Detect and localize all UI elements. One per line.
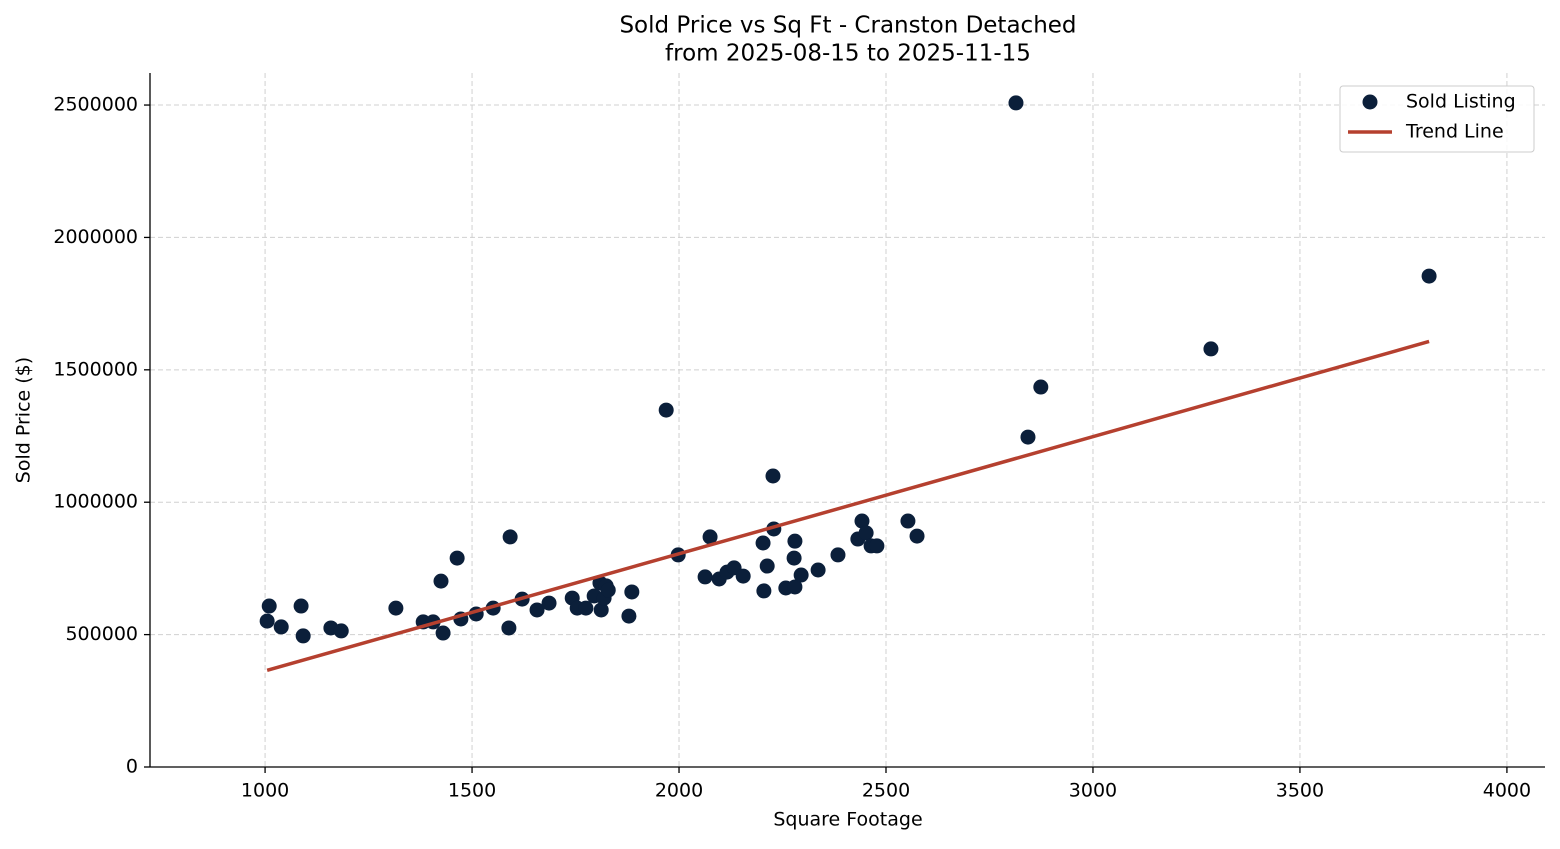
legend: Sold Listing Trend Line: [1339, 85, 1535, 153]
data-point: [578, 600, 594, 616]
data-point: [261, 598, 277, 614]
x-tick-label: 2000: [655, 780, 703, 802]
y-tick-label: 1000000: [53, 491, 138, 513]
data-point: [909, 528, 925, 544]
data-point: [854, 513, 870, 529]
data-point: [502, 529, 518, 545]
data-point: [1008, 95, 1024, 111]
legend-label: Trend Line: [1405, 121, 1504, 143]
data-point: [529, 602, 545, 618]
data-point: [1203, 341, 1219, 357]
chart-subtitle: from 2025-08-15 to 2025-11-15: [665, 41, 1031, 67]
data-point: [541, 595, 557, 611]
y-tick-label: 1500000: [53, 358, 138, 380]
data-point: [600, 582, 616, 598]
x-tick-label: 4000: [1483, 780, 1531, 802]
data-point: [1033, 379, 1049, 395]
x-tick-label: 3500: [1276, 780, 1324, 802]
data-point: [765, 468, 781, 484]
data-point: [787, 533, 803, 549]
y-axis-label: Sold Price ($): [13, 357, 35, 483]
data-point: [388, 600, 404, 616]
data-point: [273, 619, 289, 635]
data-point: [658, 402, 674, 418]
legend-swatch: [1362, 94, 1378, 110]
y-tick-label: 0: [126, 756, 138, 778]
data-point: [1020, 429, 1036, 445]
data-point: [624, 584, 640, 600]
data-point: [593, 602, 609, 618]
data-point: [293, 598, 309, 614]
data-point: [697, 569, 713, 585]
data-point: [702, 529, 718, 545]
data-point: [295, 628, 311, 644]
legend-label: Sold Listing: [1406, 91, 1516, 113]
data-point: [786, 550, 802, 566]
x-tick-label: 1000: [241, 780, 289, 802]
x-axis-label: Square Footage: [773, 809, 922, 831]
trend-line: [266, 339, 1430, 673]
data-point: [793, 567, 809, 583]
data-point: [433, 573, 449, 589]
legend-box: [1339, 85, 1535, 153]
data-point: [869, 538, 885, 554]
x-tick-label: 2500: [862, 780, 910, 802]
chart-title: Sold Price vs Sq Ft - Cranston Detached: [619, 13, 1076, 39]
data-point: [1421, 268, 1437, 284]
data-point: [259, 613, 275, 629]
data-point: [810, 562, 826, 578]
x-tick-label: 1500: [448, 780, 496, 802]
data-point: [501, 620, 517, 636]
data-point: [449, 550, 465, 566]
data-point: [755, 535, 771, 551]
data-point: [759, 558, 775, 574]
data-point: [900, 513, 916, 529]
x-tick-label: 3000: [1069, 780, 1117, 802]
data-point: [756, 583, 772, 599]
data-point: [787, 579, 803, 595]
y-tick-label: 2500000: [53, 94, 138, 116]
data-point: [735, 568, 751, 584]
data-point: [333, 623, 349, 639]
y-tick-label: 500000: [65, 623, 138, 645]
data-point: [621, 608, 637, 624]
data-point: [830, 547, 846, 563]
data-point: [435, 625, 451, 641]
y-tick-label: 2000000: [53, 226, 138, 248]
data-point: [858, 525, 874, 541]
